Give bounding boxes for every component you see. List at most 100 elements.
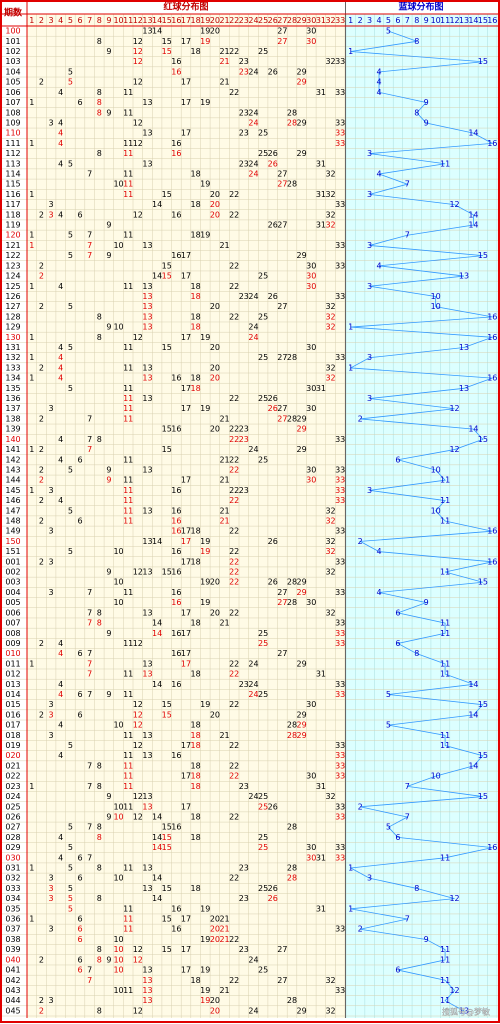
red-ball: 13 — [142, 568, 152, 577]
red-ball: 33 — [335, 435, 345, 444]
period: 138 — [5, 414, 20, 423]
red-ball: 5 — [68, 547, 73, 556]
red-ball: 15 — [162, 945, 172, 954]
blue-ball: 15 — [478, 251, 488, 260]
red-ball: 5 — [68, 78, 73, 87]
red-ball: 6 — [77, 935, 82, 944]
red-ball: 33 — [335, 741, 345, 750]
red-ball: 33 — [335, 465, 345, 474]
blue-title: 蓝球分布图 — [398, 1, 443, 13]
red-ball: 16 — [171, 904, 181, 913]
blue-ball: 1 — [348, 904, 353, 913]
period: 011 — [5, 659, 20, 668]
red-ball: 25 — [258, 792, 268, 801]
red-ball: 33 — [335, 57, 345, 66]
red-ball: 12 — [133, 210, 143, 219]
red-ball: 13 — [142, 302, 152, 311]
red-ball: 27 — [277, 414, 287, 423]
red-ball: 3 — [49, 996, 54, 1005]
red-ball: 15 — [162, 272, 172, 281]
red-ball: 19 — [200, 333, 210, 342]
red-ball: 1 — [29, 98, 34, 107]
red-ball: 11 — [123, 486, 133, 495]
red-ball: 21 — [219, 731, 229, 740]
period: 120 — [5, 231, 20, 240]
red-ball: 26 — [268, 67, 278, 76]
red-ball: 19 — [200, 935, 210, 944]
blue-column-label: 5 — [386, 16, 391, 25]
red-ball: 1 — [29, 659, 34, 668]
period: 013 — [5, 680, 20, 689]
red-ball: 21 — [219, 925, 229, 934]
blue-ball: 7 — [405, 180, 410, 189]
blue-ball: 13 — [459, 1006, 469, 1015]
red-ball: 24 — [248, 1006, 258, 1015]
red-ball: 28 — [287, 578, 297, 587]
period: 018 — [5, 731, 20, 740]
red-ball: 5 — [68, 159, 73, 168]
red-ball: 7 — [87, 690, 92, 699]
red-ball: 11 — [123, 363, 133, 372]
red-column-label: 13 — [142, 16, 152, 25]
blue-ball: 4 — [376, 588, 381, 597]
red-ball: 18 — [191, 323, 201, 332]
red-ball: 22 — [229, 547, 239, 556]
red-ball: 31 — [316, 782, 326, 791]
red-ball: 28 — [287, 180, 297, 189]
red-ball: 24 — [248, 792, 258, 801]
red-ball: 2 — [39, 210, 44, 219]
period: 122 — [5, 251, 20, 260]
red-ball: 2 — [39, 476, 44, 485]
red-ball: 11 — [123, 414, 133, 423]
red-ball: 11 — [123, 915, 133, 924]
red-ball: 11 — [123, 394, 133, 403]
blue-ball: 1 — [348, 363, 353, 372]
red-ball: 11 — [123, 802, 133, 811]
red-ball: 27 — [277, 169, 287, 178]
red-ball: 2 — [39, 996, 44, 1005]
red-ball: 4 — [58, 282, 63, 291]
red-ball: 20 — [210, 27, 220, 36]
red-ball: 5 — [68, 823, 73, 832]
period: 004 — [5, 588, 20, 597]
red-ball: 11 — [123, 384, 133, 393]
red-ball: 5 — [68, 302, 73, 311]
period: 125 — [5, 282, 20, 291]
period: 124 — [5, 272, 20, 281]
red-ball: 19 — [200, 180, 210, 189]
red-ball: 29 — [297, 425, 307, 434]
red-ball: 17 — [181, 608, 191, 617]
period: 147 — [5, 506, 20, 515]
red-ball: 4 — [58, 435, 63, 444]
red-ball: 8 — [97, 833, 102, 842]
red-ball: 12 — [133, 1006, 143, 1015]
red-ball: 6 — [77, 455, 82, 464]
red-ball: 21 — [219, 57, 229, 66]
red-ball: 23 — [239, 894, 249, 903]
red-ball: 16 — [171, 251, 181, 260]
red-ball: 30 — [306, 343, 316, 352]
red-ball: 24 — [248, 659, 258, 668]
red-ball: 18 — [191, 731, 201, 740]
red-ball: 7 — [87, 761, 92, 770]
period: 103 — [5, 57, 20, 66]
red-column-label: 31 — [316, 16, 326, 25]
red-ball: 1 — [29, 333, 34, 342]
red-ball: 18 — [191, 282, 201, 291]
period: 025 — [5, 802, 20, 811]
period: 026 — [5, 812, 20, 821]
red-ball: 1 — [29, 190, 34, 199]
blue-ball: 10 — [431, 772, 441, 781]
red-ball: 23 — [239, 945, 249, 954]
red-ball: 25 — [258, 394, 268, 403]
red-ball: 25 — [258, 129, 268, 138]
red-ball: 9 — [106, 251, 111, 260]
red-ball: 26 — [268, 802, 278, 811]
red-ball: 3 — [49, 925, 54, 934]
period: 117 — [5, 200, 20, 209]
period: 100 — [5, 27, 20, 36]
red-ball: 33 — [335, 292, 345, 301]
red-ball: 1 — [29, 231, 34, 240]
red-ball: 10 — [113, 802, 123, 811]
